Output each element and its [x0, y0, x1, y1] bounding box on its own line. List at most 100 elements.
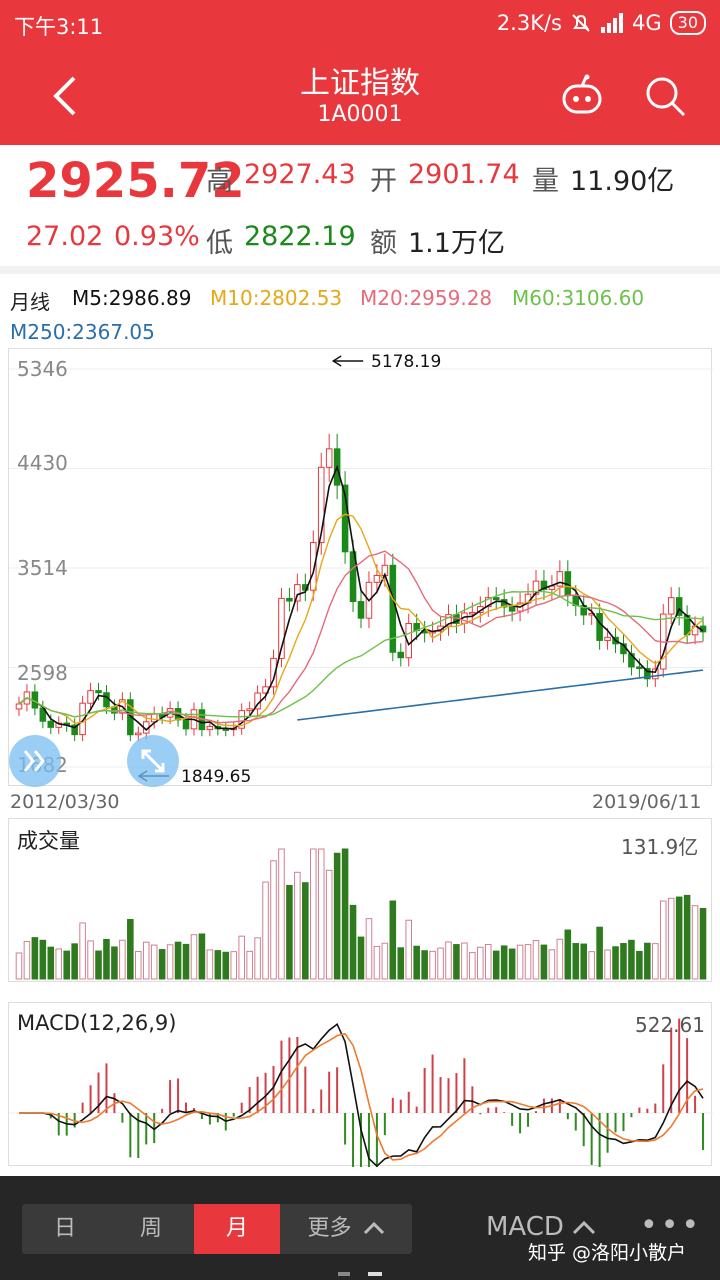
candle	[373, 574, 381, 583]
volume-bar	[588, 951, 595, 980]
candle	[278, 597, 285, 659]
volume-bar	[111, 946, 118, 980]
volume-bar	[675, 896, 683, 980]
volume-bar	[142, 941, 150, 980]
candle	[397, 651, 405, 659]
volume-bar	[548, 949, 556, 980]
volume-bar	[469, 952, 476, 980]
volume-bar	[47, 946, 55, 980]
max-marker-label: 5178.19	[371, 352, 442, 372]
last-price: 2925.72	[26, 153, 245, 209]
volume-bar	[103, 938, 110, 980]
battery-icon: 30	[669, 11, 706, 35]
tab-day[interactable]: 日	[53, 1216, 76, 1241]
tab-more-label: 更多	[307, 1216, 352, 1241]
volume-bar	[516, 944, 524, 980]
tab-more[interactable]: 更多	[280, 1204, 412, 1254]
volume-bar	[246, 950, 253, 980]
volume-bar	[556, 938, 564, 980]
expand-left-icon[interactable]	[9, 735, 61, 787]
volume-bar	[636, 950, 643, 980]
volume-chart[interactable]: 成交量 131.9亿	[8, 818, 712, 982]
candle	[596, 613, 603, 641]
volume-bar	[127, 919, 134, 980]
volume-bar	[405, 919, 413, 980]
candle	[87, 690, 94, 704]
indicator-selector[interactable]: MACD	[486, 1212, 596, 1242]
volume-bar	[71, 943, 78, 980]
robot-icon[interactable]	[558, 74, 606, 118]
volume-svg	[15, 848, 707, 980]
volume-bar	[532, 940, 540, 980]
candle	[604, 636, 611, 641]
candle	[675, 597, 683, 616]
candle	[532, 580, 540, 595]
volume-bar	[317, 848, 325, 980]
kline-chart[interactable]: 5346 4430 3514 2598 1682 5178.19 1849.65	[8, 348, 713, 787]
tab-week[interactable]: 周	[139, 1216, 162, 1241]
fullscreen-icon[interactable]	[127, 735, 179, 787]
volume-bar	[119, 939, 126, 980]
candle	[246, 708, 253, 712]
candle	[484, 597, 492, 608]
network-type: 4G	[632, 11, 662, 35]
more-icon[interactable]: •••	[640, 1208, 703, 1243]
volume-bar	[286, 885, 293, 980]
macd-chart[interactable]: MACD(12,26,9) 522.61	[8, 1002, 713, 1167]
volume-bar	[150, 944, 158, 980]
volume-bar	[683, 894, 691, 980]
indicator-chevron-up-icon	[573, 1220, 596, 1235]
candle	[405, 623, 413, 659]
bell-off-icon	[572, 14, 590, 32]
volume-bar	[278, 848, 285, 980]
candle	[286, 597, 293, 602]
candle	[556, 571, 564, 587]
candle	[294, 584, 301, 602]
volume-bar	[580, 943, 587, 980]
candle	[71, 724, 78, 736]
macd-svg	[9, 1018, 713, 1167]
volume-bar	[644, 942, 651, 980]
volume-bar	[453, 944, 460, 980]
ma10-value: M10:2802.53	[210, 286, 343, 310]
volume-bar	[477, 946, 484, 980]
volume-bar	[87, 940, 94, 980]
volume-bar	[564, 929, 572, 980]
candle	[270, 657, 277, 688]
volume-bar	[182, 943, 190, 980]
status-right: 2.3K/s 4G 30	[497, 11, 706, 35]
volume-bar	[381, 942, 389, 980]
volume-bar	[95, 950, 102, 980]
candle	[103, 692, 110, 708]
search-icon[interactable]	[642, 74, 690, 118]
m250-line	[297, 669, 704, 721]
volume-bar	[691, 905, 699, 980]
signal-icon	[601, 13, 623, 33]
nav-handle	[338, 1272, 382, 1276]
volume-bar	[39, 939, 47, 980]
m10-line	[18, 513, 704, 727]
volume-bar	[294, 871, 301, 980]
network-speed: 2.3K/s	[496, 11, 562, 35]
volume-bar	[166, 944, 174, 980]
y-tick-2: 4430	[17, 451, 68, 475]
volume-bar	[55, 948, 63, 980]
max-arrow-head	[331, 355, 342, 367]
high-value: 2927.43	[244, 159, 356, 190]
candle	[357, 601, 365, 619]
volume-title: 成交量	[17, 829, 80, 853]
candle	[15, 703, 23, 710]
volume-bar	[222, 951, 230, 980]
period-tabs: 日 周 月 更多	[22, 1204, 412, 1254]
watermark: 知乎 @洛阳小散户	[528, 1242, 687, 1264]
ma60-value: M60:3106.60	[512, 286, 645, 310]
quote-panel: 2925.72 高 2927.43 开 2901.74 量 11.90亿 27.…	[0, 145, 720, 270]
candle	[341, 484, 349, 553]
tab-month[interactable]: 月	[194, 1204, 280, 1254]
period-label: 月线	[10, 290, 50, 314]
back-arrow-icon[interactable]	[48, 74, 88, 118]
volume-bar	[524, 944, 532, 980]
volume-bar	[238, 935, 245, 980]
volume-bar	[445, 941, 452, 980]
macd-title: MACD(12,26,9)	[17, 1011, 177, 1035]
